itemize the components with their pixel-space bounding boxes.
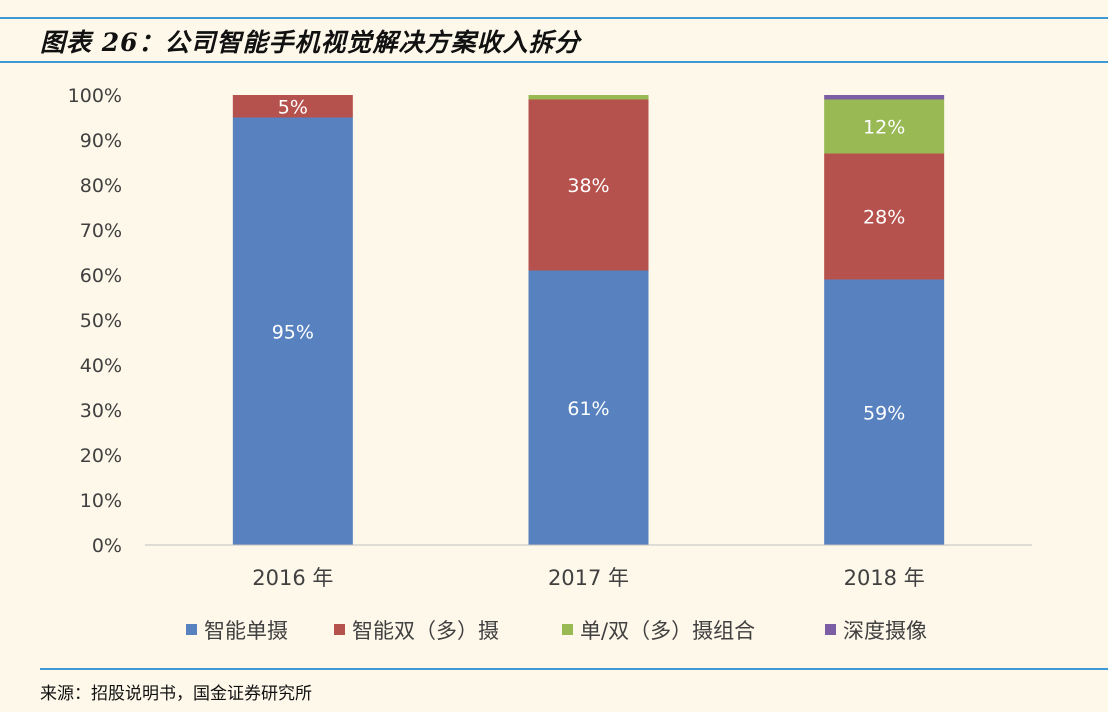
stacked-bar-chart: 0% 10% 20% 30% 40% 50% 60% 70% 80% 90% 100% 95% 5% 6… [40,63,1108,670]
bar-segment [528,270,649,545]
legend-label: 智能双（多）摄 [352,619,499,643]
bar-segment [824,95,945,100]
data-label: 12% [863,117,905,139]
legend-label: 智能单摄 [204,619,288,643]
y-tick-label: 20% [80,445,122,467]
data-label: 59% [863,402,905,424]
bar-segment [528,95,649,100]
bar-segment [824,99,945,154]
y-tick-label: 60% [80,265,122,287]
bar-segment [824,279,945,545]
legend-swatch [825,624,836,635]
x-tick-label: 2018 年 [844,566,925,590]
bar-segment [232,117,353,545]
bar-segment [232,95,353,118]
x-tick-label: 2017 年 [548,566,629,590]
source-note: 来源：招股说明书，国金证券研究所 [40,684,312,704]
x-tick-label: 2016 年 [252,566,333,590]
data-label: 38% [567,175,609,197]
y-tick-label: 80% [80,175,122,197]
y-tick-label: 40% [80,355,122,377]
footer-divider [40,668,1108,670]
y-tick-label: 90% [80,130,122,152]
data-label: 61% [567,398,609,420]
y-tick-label: 100% [68,85,122,107]
y-tick-label: 30% [80,400,122,422]
data-label: 5% [278,96,308,118]
bar-segment [528,99,649,271]
y-tick-label: 50% [80,310,122,332]
chart-area: 0% 10% 20% 30% 40% 50% 60% 70% 80% 90% 100% 95% 5% 6… [0,63,1108,670]
y-tick-label: 70% [80,220,122,242]
data-label: 28% [863,207,905,229]
legend-label: 深度摄像 [843,619,927,643]
data-label: 95% [272,321,314,343]
legend-swatch [562,624,573,635]
legend-swatch [334,624,345,635]
legend-label: 单/双（多）摄组合 [580,619,755,643]
bar-segment [824,153,945,280]
title-bar: 图表 26：公司智能手机视觉解决方案收入拆分 [0,17,1108,63]
chart-title: 图表 26：公司智能手机视觉解决方案收入拆分 [40,28,581,57]
legend-swatch [186,624,197,635]
y-tick-label: 10% [80,490,122,512]
y-tick-label: 0% [92,535,122,557]
